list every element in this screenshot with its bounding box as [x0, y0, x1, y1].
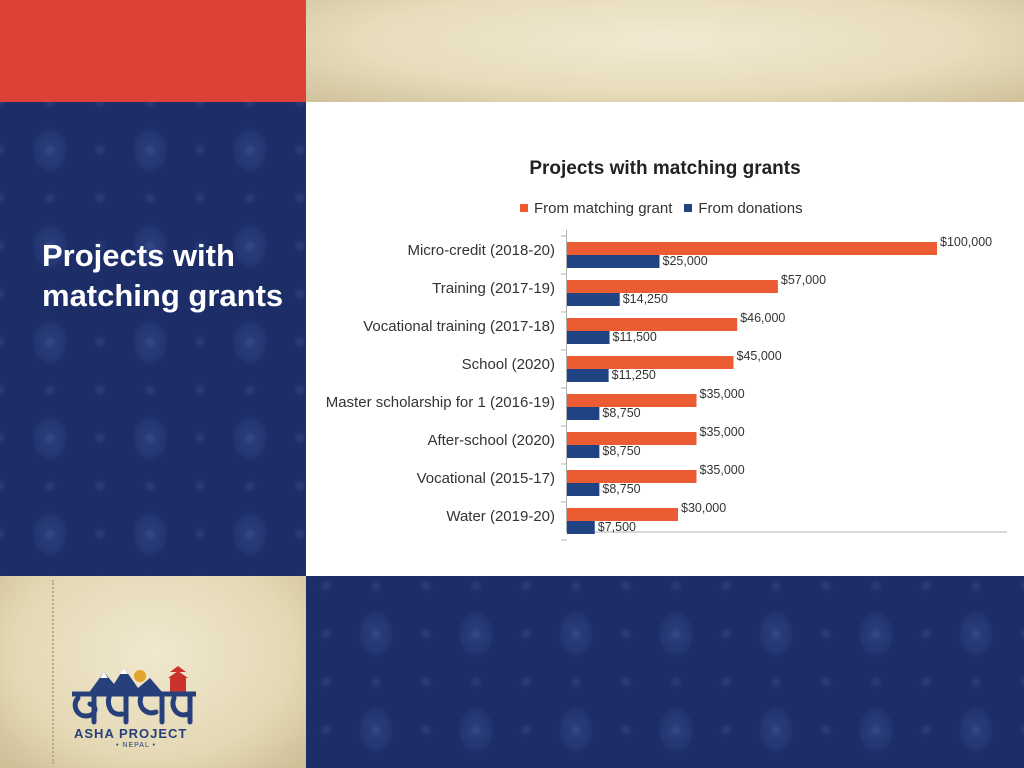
cream-footer-block: [0, 576, 306, 768]
logo-text: ASHA PROJECT: [74, 726, 188, 741]
category-label: School (2020): [462, 356, 555, 373]
bar-donations: [567, 293, 620, 306]
category-label: After-school (2020): [427, 432, 555, 449]
value-label-donations: $25,000: [663, 254, 708, 268]
legend-label-donations: From donations: [698, 199, 803, 217]
bar-donations: [567, 331, 610, 344]
bar-matching-grant: [567, 394, 697, 407]
value-label-matching: $45,000: [737, 349, 782, 363]
slide-title: Projects with matching grants: [42, 238, 284, 313]
bar-matching-grant: [567, 356, 734, 369]
value-label-matching: $35,000: [700, 463, 745, 477]
value-label-donations: $8,750: [602, 444, 640, 458]
category-label: Master scholarship for 1 (2016-19): [326, 394, 555, 411]
value-label-matching: $30,000: [681, 501, 726, 515]
value-label-matching: $100,000: [940, 235, 992, 249]
value-label-donations: $14,250: [623, 292, 668, 306]
category-label: Vocational training (2017-18): [363, 318, 555, 335]
value-label-matching: $57,000: [781, 273, 826, 287]
legend-item-matching: From matching grant: [520, 200, 672, 217]
legend-swatch-donations: [684, 204, 693, 212]
value-label-donations: $11,250: [612, 368, 656, 382]
legend-label-matching: From matching grant: [534, 199, 673, 217]
value-label-donations: $11,500: [613, 330, 657, 344]
bar-donations: [567, 369, 609, 382]
stitch-line: [52, 580, 54, 764]
bar-donations: [567, 445, 600, 458]
value-label-matching: $35,000: [700, 425, 745, 439]
bar-chart: Micro-credit (2018-20) $100,000 $25,000 Tra…: [326, 230, 1007, 541]
value-label-donations: $7,500: [598, 520, 636, 534]
value-label-donations: $8,750: [602, 482, 640, 496]
bar-matching-grant: [567, 318, 738, 331]
bar-donations: [567, 407, 600, 420]
logo-mark: [72, 666, 196, 725]
value-label-donations: $8,750: [602, 406, 640, 420]
bar-matching-grant: [567, 508, 678, 521]
legend-swatch-matching: [520, 204, 528, 212]
value-label-matching: $35,000: [700, 387, 745, 401]
bar-matching-grant: [567, 242, 937, 255]
category-label: Water (2019-20): [446, 508, 555, 525]
legend-item-donations: From donations: [684, 199, 803, 217]
value-label-matching: $46,000: [740, 311, 785, 325]
bar-matching-grant: [567, 432, 697, 445]
logo-subtext: • NEPAL •: [116, 742, 156, 749]
navy-pattern-bottom: [306, 576, 1024, 768]
asha-project-logo: ASHA PROJECT • NEPAL •: [66, 664, 206, 754]
bar-matching-grant: [567, 280, 778, 293]
chart-legend: From matching grant From donations: [520, 199, 815, 217]
chart-title: Projects with matching grants: [529, 158, 801, 179]
red-corner-block: [0, 0, 306, 102]
bar-donations: [567, 521, 595, 534]
chart-panel: Projects with matching grants From match…: [306, 102, 1024, 576]
cream-header-block: [306, 0, 1024, 102]
category-label: Training (2017-19): [432, 280, 555, 297]
category-label: Micro-credit (2018-20): [407, 242, 555, 259]
navy-pattern-left: [0, 102, 306, 576]
category-label: Vocational (2015-17): [417, 470, 555, 487]
bar-donations: [567, 483, 600, 496]
bar-matching-grant: [567, 470, 697, 483]
bar-donations: [567, 255, 660, 268]
